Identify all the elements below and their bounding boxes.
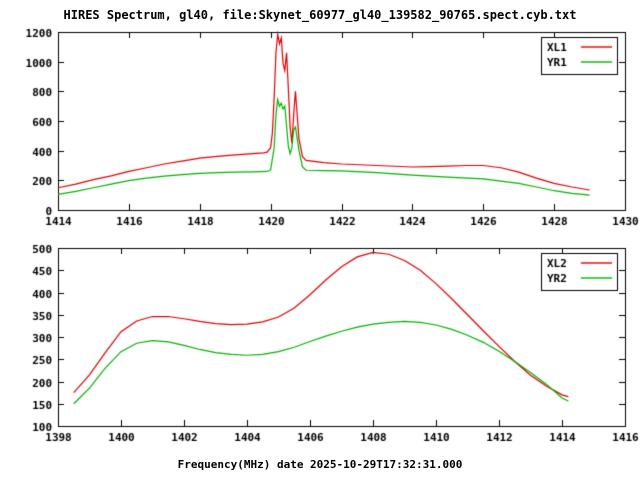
x-axis-label: Frequency(MHz) date 2025-10-29T17:32:31.…	[177, 458, 463, 471]
top-spectrum-plot	[0, 24, 640, 238]
bottom-spectrum-plot	[0, 240, 640, 454]
chart-title: HIRES Spectrum, gl40, file:Skynet_60977_…	[63, 8, 577, 22]
